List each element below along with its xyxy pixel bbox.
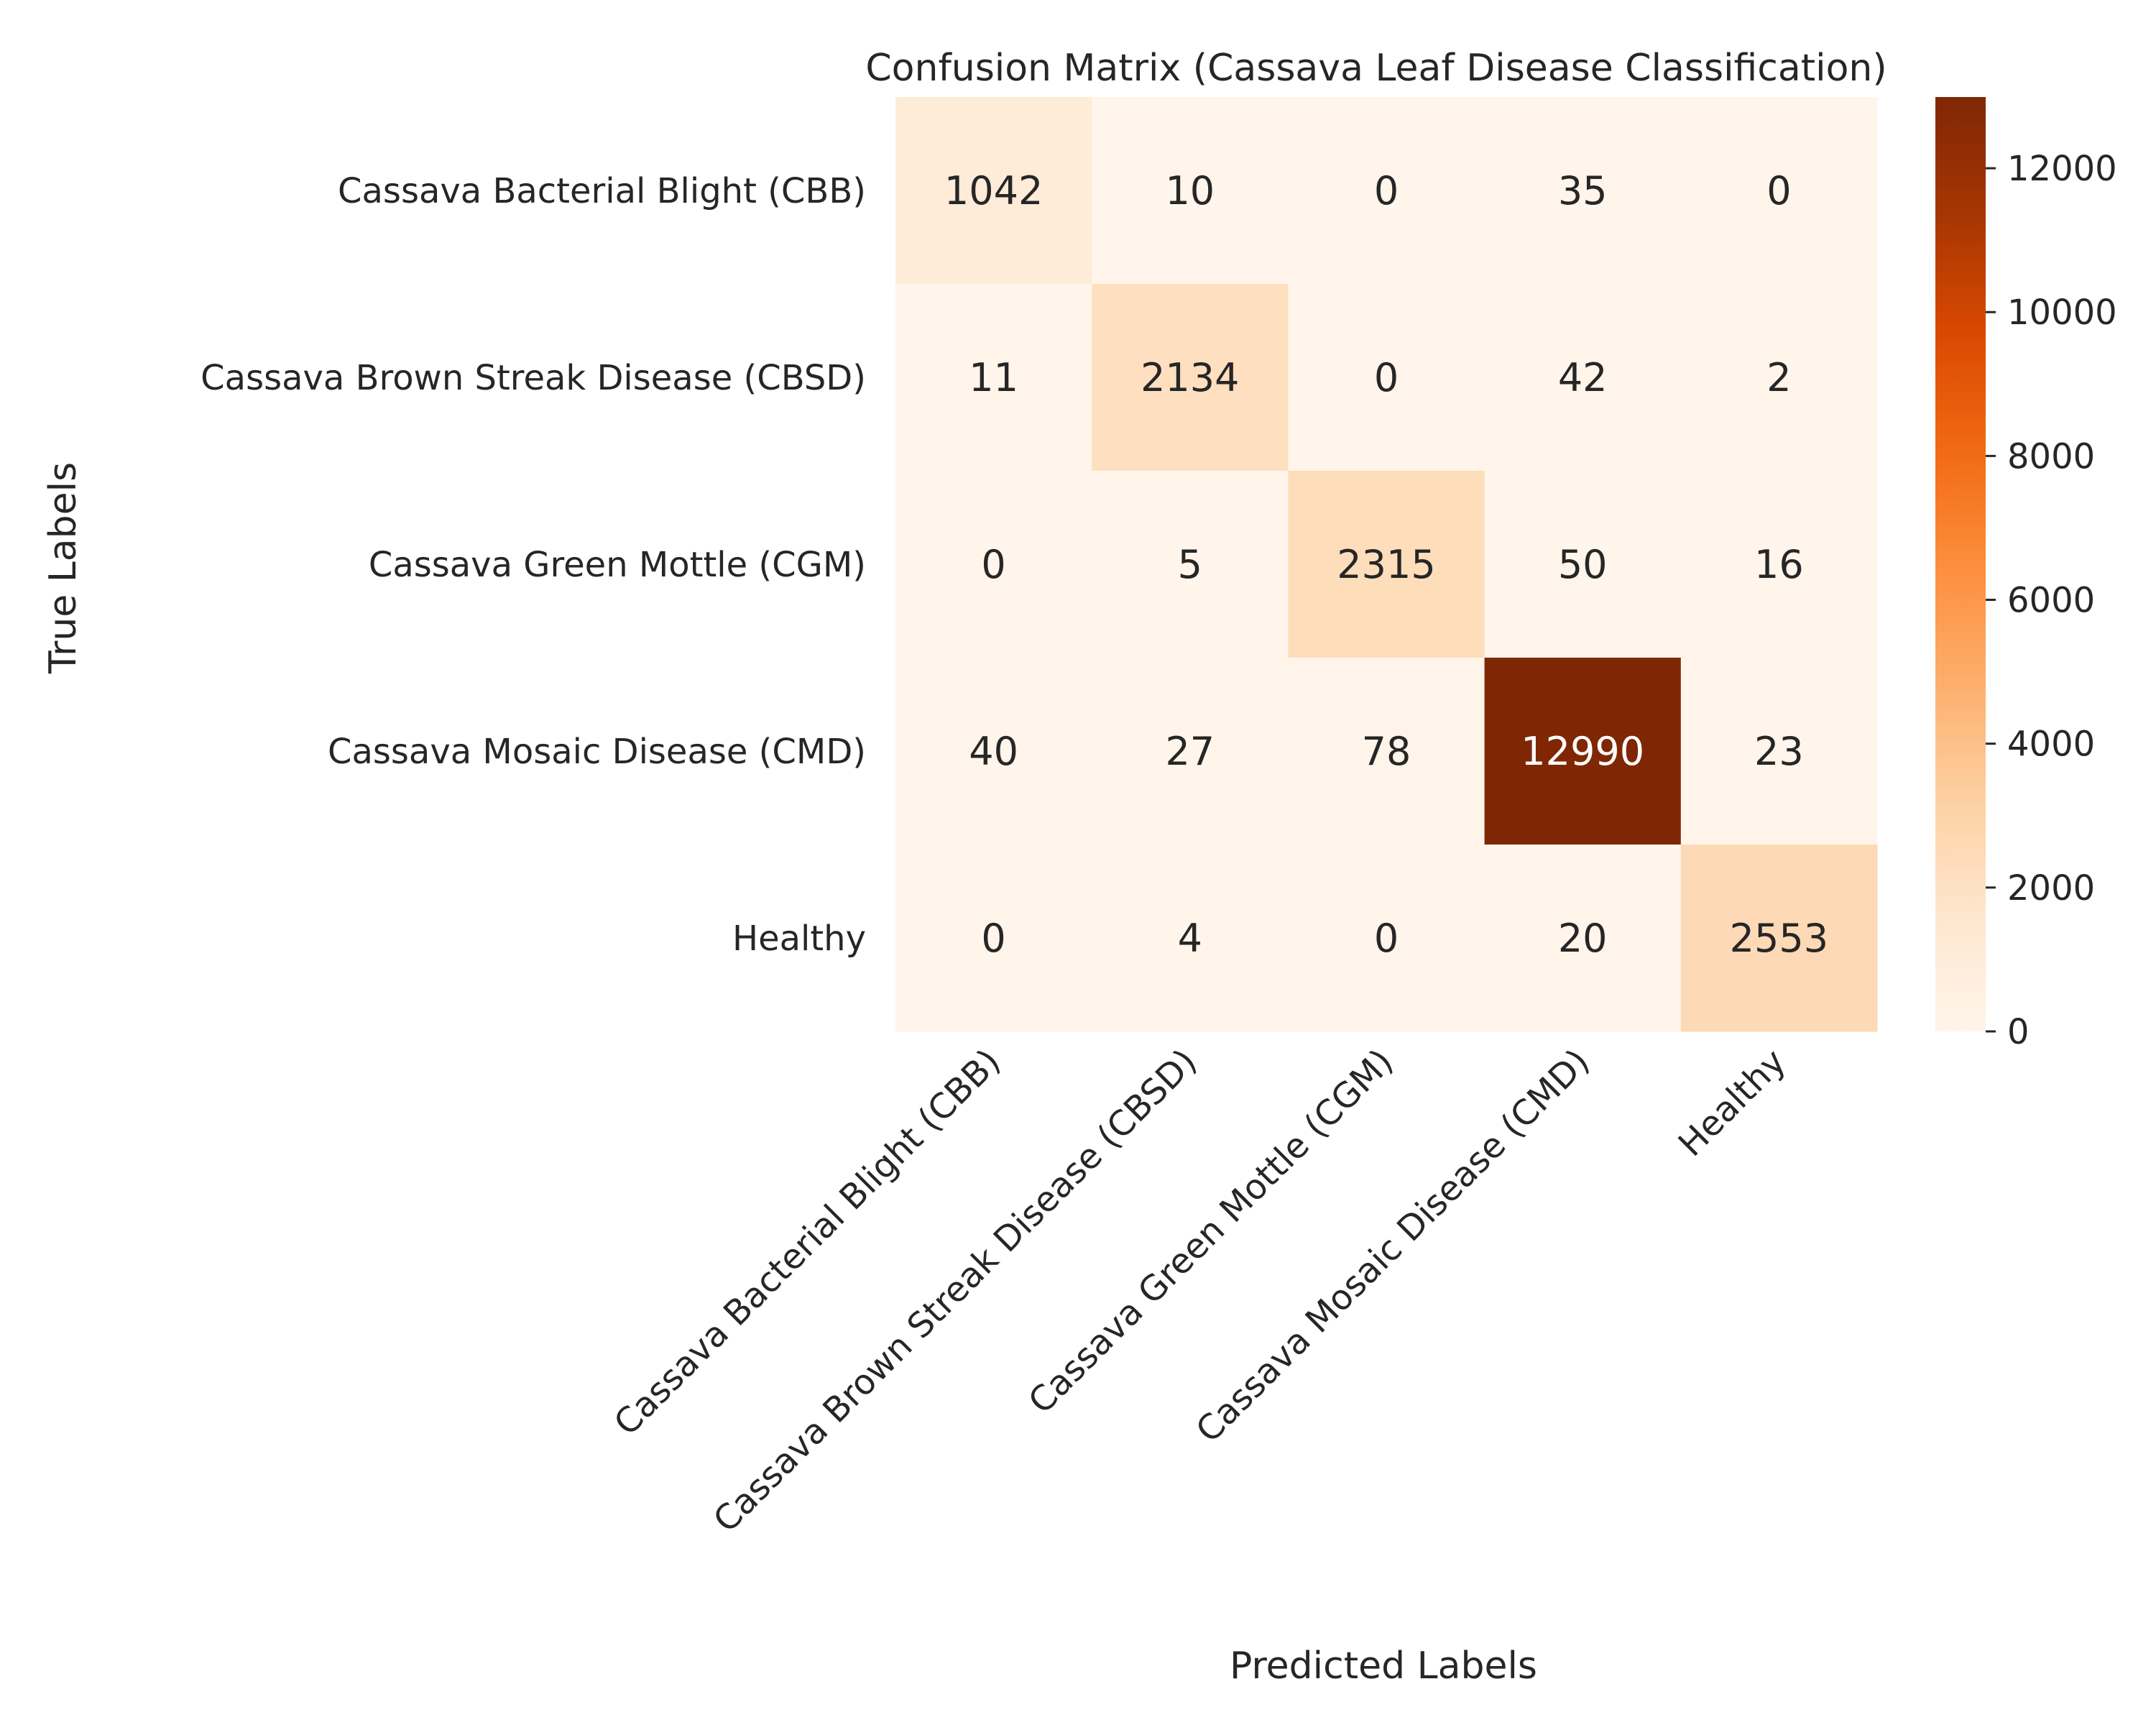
heatmap-cell (895, 471, 1092, 658)
x-tick-label: Cassava Bacterial Blight (CBB) (607, 1041, 1008, 1443)
heatmap-cell (1484, 845, 1682, 1032)
y-axis-ticks: Cassava Bacterial Blight (CBB) Cassava Br… (201, 171, 866, 959)
heatmap-cell (1680, 658, 1878, 845)
y-tick-label: Cassava Green Mottle (CGM) (369, 545, 866, 585)
cell-value-label: 0 (1374, 916, 1399, 961)
heatmap-cell (1484, 97, 1682, 285)
heatmap-cell (1680, 284, 1878, 472)
x-tick-label: Cassava Mosaic Disease (CMD) (1188, 1041, 1597, 1450)
heatmap-cell (895, 284, 1092, 472)
colorbar-tick-label: 2000 (2007, 868, 2095, 908)
cell-value-label: 78 (1362, 729, 1411, 774)
heatmap-cell (1092, 284, 1289, 472)
heatmap-cell (1092, 845, 1289, 1032)
heatmap-cell (1288, 471, 1485, 658)
heatmap-cell (1680, 97, 1878, 285)
y-tick-label: Cassava Bacterial Blight (CBB) (338, 171, 866, 211)
cell-value-label: 35 (1558, 168, 1608, 213)
cell-value-label: 0 (981, 916, 1005, 961)
x-axis-ticks: Cassava Bacterial Blight (CBB)Cassava Br… (607, 1041, 1794, 1540)
cell-value-label: 2134 (1141, 355, 1239, 400)
y-tick-label: Cassava Mosaic Disease (CMD) (328, 732, 866, 772)
colorbar-ticks: 0 2000 4000 6000 8000 10000 12000 (1986, 149, 2117, 1052)
heatmap-cell (1288, 97, 1485, 285)
colorbar (1935, 97, 1986, 1031)
heatmap-cells (895, 97, 1878, 1032)
x-tick-label: Cassava Green Mottle (CGM) (1021, 1041, 1401, 1422)
cell-value-label: 20 (1558, 916, 1608, 961)
cell-value-label: 0 (981, 542, 1005, 587)
colorbar-tick-label: 12000 (2007, 149, 2117, 189)
heatmap-cell (1484, 471, 1682, 658)
heatmap-cell (1484, 284, 1682, 472)
cell-value-label: 0 (1766, 168, 1791, 213)
heatmap-cell (1680, 471, 1878, 658)
colorbar-tick-label: 6000 (2007, 581, 2095, 621)
heatmap-cell (1092, 471, 1289, 658)
cell-value-label: 16 (1754, 542, 1804, 587)
heatmap-cell (1288, 284, 1485, 472)
heatmap-cell (1288, 658, 1485, 845)
heatmap-cell (1288, 845, 1485, 1032)
cell-value-label: 42 (1558, 355, 1608, 400)
chart-title: Confusion Matrix (Cassava Leaf Disease C… (865, 47, 1886, 90)
x-axis-label: Predicted Labels (1230, 1644, 1537, 1688)
cell-value-label: 4 (1178, 916, 1202, 961)
colorbar-tick-label: 8000 (2007, 436, 2095, 477)
heatmap-cell (895, 845, 1092, 1032)
cell-value-label: 40 (969, 729, 1018, 774)
heatmap-cell (1484, 658, 1682, 845)
heatmap-cell (895, 97, 1092, 285)
colorbar-tick-label: 4000 (2007, 724, 2095, 765)
cell-value-label: 27 (1165, 729, 1215, 774)
cell-value-label: 10 (1165, 168, 1215, 213)
cell-value-label: 1042 (944, 168, 1043, 213)
cell-value-label: 2 (1766, 355, 1791, 400)
heatmap-cell (1092, 97, 1289, 285)
cell-value-label: 0 (1374, 355, 1399, 400)
cell-value-label: 23 (1754, 729, 1804, 774)
heatmap-cell (1092, 658, 1289, 845)
y-axis-label: True Labels (42, 462, 85, 674)
y-tick-label: Healthy (732, 919, 866, 959)
y-tick-label: Cassava Brown Streak Disease (CBSD) (201, 358, 866, 398)
cell-value-label: 5 (1178, 542, 1202, 587)
cell-value-label: 11 (969, 355, 1018, 400)
cell-value-label: 2553 (1730, 916, 1828, 961)
heatmap-cell (895, 658, 1092, 845)
cell-value-label: 0 (1374, 168, 1399, 213)
cell-value-label: 12990 (1521, 729, 1644, 774)
colorbar-tick-label: 0 (2007, 1012, 2030, 1052)
heatmap-cell (1680, 845, 1878, 1032)
cell-value-label: 2315 (1337, 542, 1435, 587)
x-tick-label: Healthy (1671, 1041, 1794, 1164)
colorbar-tick-label: 10000 (2007, 293, 2117, 333)
cell-value-label: 50 (1558, 542, 1608, 587)
